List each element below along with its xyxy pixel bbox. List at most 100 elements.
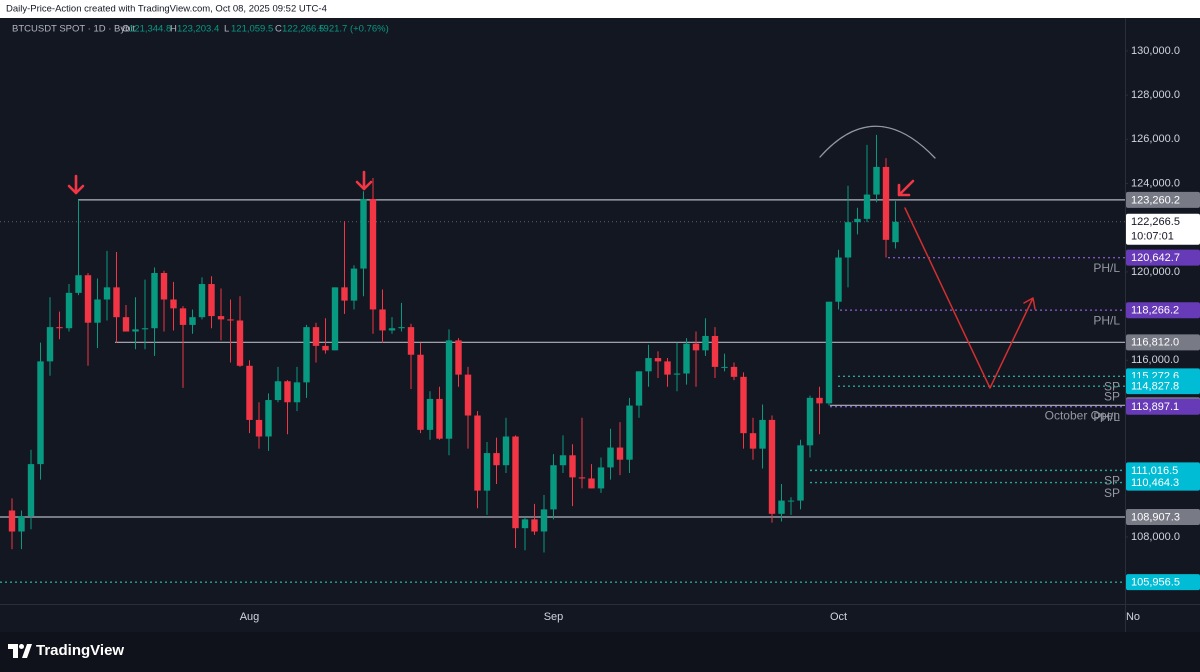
candle-body: [388, 328, 396, 331]
candle-body: [835, 257, 842, 302]
candle-body: [122, 317, 130, 332]
level-note: SP: [1104, 474, 1120, 488]
brand: TradingView: [36, 642, 124, 659]
candle-body: [664, 361, 671, 375]
candle-body: [274, 381, 282, 401]
level-price-label: 116,812.0: [1131, 337, 1179, 349]
level-note: PH/L: [1093, 410, 1120, 424]
candle-body: [198, 284, 206, 318]
candle-body: [616, 447, 624, 460]
symbol: BTCUSDT SPOT · 1D · Bybit: [12, 24, 136, 35]
candle-body: [331, 287, 339, 351]
candle-body: [787, 500, 795, 502]
candle-body: [531, 519, 538, 532]
candle-body: [398, 327, 405, 329]
logo-mark: [8, 644, 18, 658]
candle-body: [892, 221, 899, 243]
candle-body: [170, 299, 177, 309]
candle-body: [702, 335, 709, 351]
candle-body: [854, 218, 861, 223]
candle-body: [607, 447, 614, 468]
candle-body: [322, 345, 329, 351]
candle-body: [417, 354, 424, 430]
candle-body: [569, 455, 576, 478]
candle-body: [265, 400, 272, 437]
top-bar: [0, 0, 1200, 18]
candle-body: [151, 272, 158, 329]
candle-body: [882, 166, 890, 240]
level-price-label: 123,260.2: [1131, 194, 1180, 206]
candle-body: [483, 453, 491, 491]
y-tick-label: 126,000.0: [1131, 133, 1180, 145]
level-price-box: [1126, 191, 1200, 208]
candle-body: [711, 335, 719, 367]
level-price-box: [1126, 574, 1200, 591]
ohlc-key: L: [224, 24, 229, 35]
candle-body: [512, 436, 519, 529]
projection-drawing: [904, 207, 1036, 389]
candle-body: [284, 381, 291, 403]
candle-body: [84, 275, 92, 323]
level-price-box: [1126, 249, 1200, 266]
level-note: SP: [1104, 486, 1120, 500]
candle-body: [806, 397, 814, 446]
candle-body: [578, 477, 586, 479]
candle-body: [873, 166, 880, 195]
candle-body: [341, 287, 348, 301]
candle-body: [730, 366, 738, 377]
y-tick-label: 124,000.0: [1131, 177, 1180, 189]
candle-body: [255, 419, 263, 437]
level-price-box: [1126, 378, 1200, 395]
candle-body: [379, 309, 386, 331]
candle-body: [75, 275, 82, 293]
candle-body: [103, 287, 111, 300]
candle-body: [426, 398, 434, 430]
candle-body: [521, 519, 529, 529]
candle-body: [46, 327, 54, 362]
y-tick-label: 108,000.0: [1131, 531, 1180, 543]
level-price-box: [1126, 398, 1200, 415]
drawings: [67, 125, 1036, 389]
candle-body: [493, 453, 500, 466]
candle-body: [797, 445, 804, 501]
level-price-label: 111,016.5: [1131, 465, 1178, 477]
candle-body: [360, 198, 367, 269]
bottom-bar: [0, 632, 1200, 672]
arrow-drawing: [67, 174, 85, 195]
candle-body: [160, 272, 168, 300]
y-tick-label: 130,000.0: [1131, 45, 1180, 57]
candle-body: [217, 316, 225, 320]
ohlc-value: 121,344.8: [129, 24, 171, 35]
level-price-label: 108,907.3: [1131, 511, 1180, 523]
ohlc-key: C: [275, 24, 282, 35]
level-price-label: 113,897.1: [1131, 401, 1179, 413]
candle-body: [455, 340, 462, 375]
level-price-box: [1126, 462, 1200, 479]
level-price-box: [1126, 474, 1200, 491]
candle-body: [132, 329, 139, 332]
ohlc-value: 121,059.5: [231, 24, 273, 35]
candle-body: [692, 343, 700, 351]
candle-body: [436, 398, 443, 439]
ohlc-value: 122,266.5: [282, 24, 324, 35]
candle-body: [768, 419, 776, 514]
candle-body: [179, 308, 187, 325]
x-tick-label: No: [1126, 611, 1140, 623]
level-price-box: [1126, 508, 1200, 525]
logo-mark: [19, 644, 24, 649]
candle-body: [844, 222, 852, 258]
level-note: PH/L: [1093, 313, 1120, 327]
candle-body: [673, 373, 681, 375]
candle-body: [350, 268, 358, 301]
candle-body: [816, 397, 823, 404]
logo: TradingView: [8, 642, 124, 659]
level-note: PH/L: [1093, 261, 1120, 275]
x-tick-label: Sep: [544, 611, 564, 623]
candle-body: [540, 509, 548, 532]
candle-body: [27, 464, 35, 517]
candle-body: [635, 371, 643, 406]
x-tick-label: Oct: [830, 611, 847, 623]
candle-body: [246, 365, 253, 420]
candle-body: [474, 415, 481, 491]
